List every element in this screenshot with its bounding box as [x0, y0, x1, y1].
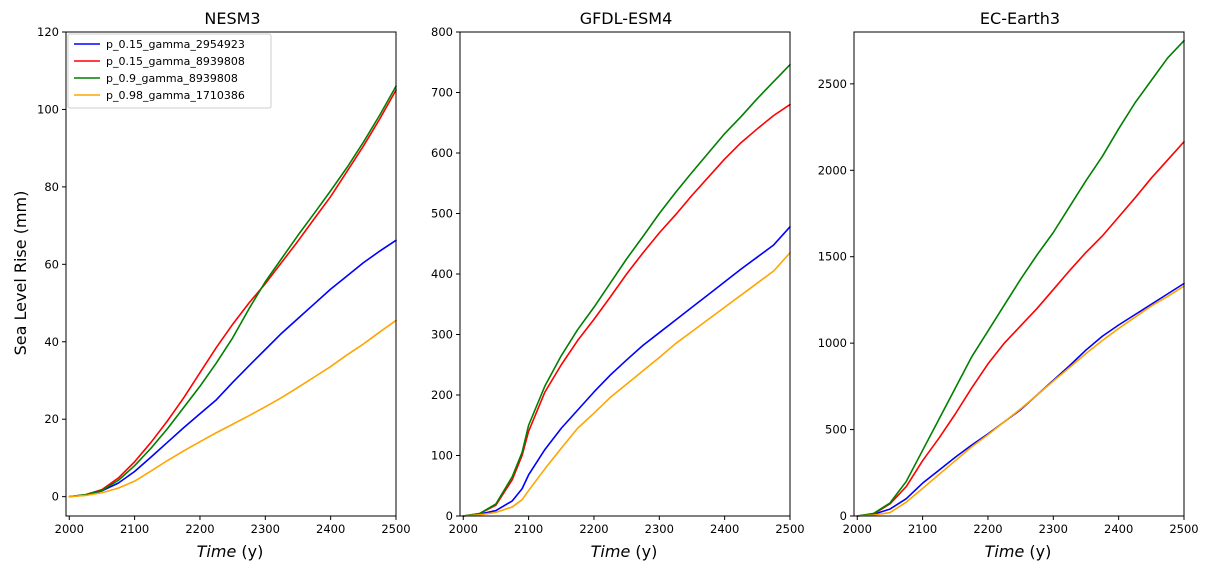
y-tick-label: 2500 [818, 77, 847, 91]
y-axis-label: Sea Level Rise (mm) [11, 191, 30, 356]
series-line-3 [462, 63, 791, 517]
y-tick-label: 40 [44, 335, 59, 349]
x-tick-label: 2200 [579, 522, 608, 536]
legend: p_0.15_gamma_2954923 p_0.15_gamma_893980… [67, 33, 272, 109]
panel-title: EC-Earth3 [980, 9, 1060, 28]
x-tick-label: 2100 [908, 522, 937, 536]
axes-frame [459, 31, 791, 517]
x-tick-label: 2300 [645, 522, 674, 536]
series-line-3 [856, 39, 1185, 517]
y-tick-label: 800 [431, 25, 453, 39]
panel-title: GFDL-ESM4 [580, 9, 673, 28]
y-tick-label: 2000 [818, 163, 847, 177]
legend-label-4: p_0.98_gamma_1710386 [106, 89, 245, 102]
x-axis-label: Time (y) [591, 542, 658, 561]
y-tick-label: 0 [52, 490, 59, 504]
axes-frame [65, 31, 397, 517]
y-tick-label: 600 [431, 146, 453, 160]
tick-group-2: 2000 2100 2200 2300 2400 2500 0 100 200 300 400 500… [431, 25, 805, 536]
series-group-1 [68, 85, 397, 498]
series-line-2 [68, 89, 397, 498]
y-tick-label: 200 [431, 388, 453, 402]
y-tick-label: 60 [44, 257, 59, 271]
tick-group-3: 2000 2100 2200 2300 2400 2500 0 500 1000 1500 2000… [818, 77, 1199, 536]
y-tick-label: 100 [431, 449, 453, 463]
y-tick-label: 20 [44, 412, 59, 426]
y-tick-label: 500 [431, 207, 453, 221]
tick-group-1: 2000 2100 2200 2300 2400 2500 0 20 40 60 80 100 120 [37, 25, 411, 536]
x-tick-label: 2300 [1039, 522, 1068, 536]
y-tick-label: 0 [840, 509, 847, 523]
series-group-2 [462, 63, 791, 517]
y-tick-label: 100 [37, 102, 59, 116]
x-tick-label: 2400 [710, 522, 739, 536]
panel-3: EC-Earth3 2000 2100 2200 2300 2400 2500 0 500 10… [818, 9, 1199, 561]
plot-area-3: 2000 2100 2200 2300 2400 2500 0 500 1000 1500 2000… [818, 31, 1199, 536]
series-line-3 [68, 85, 397, 498]
plot-area-2: 2000 2100 2200 2300 2400 2500 0 100 200 300 400 500… [431, 25, 805, 536]
x-tick-label: 2300 [251, 522, 280, 536]
series-line-4 [68, 319, 397, 498]
y-tick-label: 80 [44, 180, 59, 194]
x-tick-label: 2100 [120, 522, 149, 536]
y-tick-label: 400 [431, 267, 453, 281]
legend-label-1: p_0.15_gamma_2954923 [106, 38, 245, 51]
x-tick-label: 2500 [381, 522, 410, 536]
x-tick-label: 2000 [449, 522, 478, 536]
x-tick-label: 2400 [1104, 522, 1133, 536]
x-tick-label: 2400 [316, 522, 345, 536]
legend-label-2: p_0.15_gamma_8939808 [106, 55, 245, 68]
panel-2: GFDL-ESM4 2000 2100 2200 2300 2400 2500010020… [431, 9, 805, 561]
series-line-1 [68, 239, 397, 498]
y-tick-label: 700 [431, 86, 453, 100]
series-line-2 [856, 140, 1185, 517]
legend-box [67, 33, 272, 109]
y-tick-label: 300 [431, 328, 453, 342]
series-line-2 [462, 103, 791, 517]
x-tick-label: 2200 [185, 522, 214, 536]
panel-1: NESM3 2000 2100 2200 2300 2400 2500 0 20 40 60 80 1… [37, 9, 411, 561]
x-axis-label: Time (y) [985, 542, 1052, 561]
x-tick-label: 2500 [775, 522, 804, 536]
x-tick-label: 2100 [514, 522, 543, 536]
x-tick-label: 2000 [843, 522, 872, 536]
legend-label-3: p_0.9_gamma_8939808 [106, 72, 238, 85]
y-tick-label: 120 [37, 25, 59, 39]
y-tick-label: 1500 [818, 250, 847, 264]
y-tick-label: 500 [825, 423, 847, 437]
x-axis-label: Time (y) [197, 542, 264, 561]
x-tick-label: 2500 [1169, 522, 1198, 536]
plot-area-1: 2000 2100 2200 2300 2400 2500 0 20 40 60 80 100 120 [37, 25, 411, 536]
x-tick-label: 2200 [973, 522, 1002, 536]
panel-title: NESM3 [204, 9, 260, 28]
y-tick-label: 1000 [818, 336, 847, 350]
x-tick-label: 2000 [55, 522, 84, 536]
axes-frame [853, 31, 1185, 517]
series-line-4 [462, 252, 791, 517]
series-group-3 [856, 39, 1185, 517]
series-line-1 [462, 226, 791, 517]
y-tick-label: 0 [446, 509, 453, 523]
series-line-4 [856, 285, 1185, 517]
